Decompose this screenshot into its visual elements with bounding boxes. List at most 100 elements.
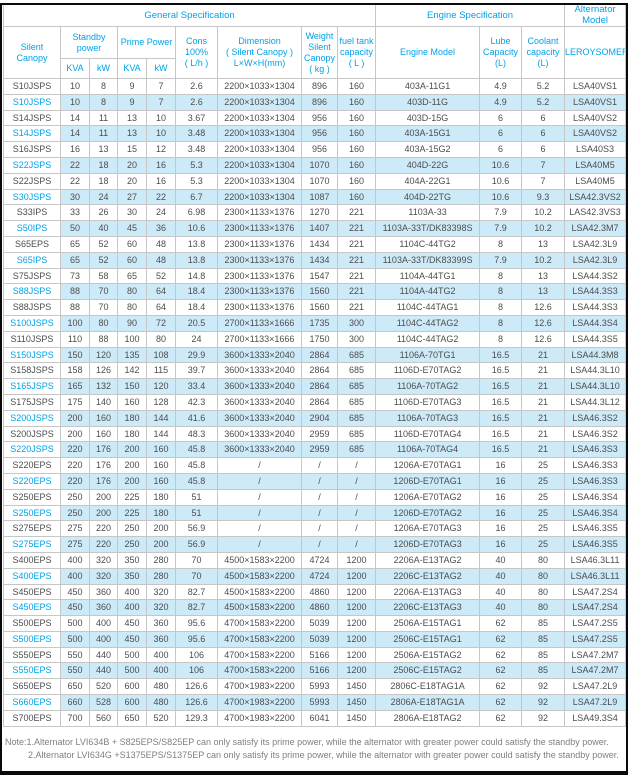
spec-cell: 5993 bbox=[301, 678, 338, 696]
table-row: S550EPS 550 440 500 400 106 4700×1583×2200 5166… bbox=[3, 646, 627, 664]
spec-cell: 21 bbox=[521, 441, 566, 459]
model-cell: S14JSPS bbox=[3, 109, 61, 127]
model-cell: S200JSPS bbox=[3, 409, 61, 427]
spec-cell: 350 bbox=[117, 551, 147, 569]
spec-cell: 48.3 bbox=[175, 425, 218, 443]
spec-cell: 64 bbox=[146, 283, 176, 301]
col-header-standby-power: Standby power bbox=[60, 26, 118, 59]
spec-cell: 7 bbox=[521, 156, 566, 174]
spec-cell: 8 bbox=[479, 235, 523, 253]
spec-cell: 48 bbox=[146, 235, 176, 253]
spec-cell: LSA49.3S4 bbox=[564, 709, 627, 727]
spec-cell: 2700×1133×1666 bbox=[217, 330, 302, 348]
table-row: S500EPS 500 400 450 360 95.6 4700×1583×2200 503… bbox=[3, 630, 627, 648]
spec-cell: LSA46.3S5 bbox=[564, 520, 627, 538]
spec-cell: 16 bbox=[479, 472, 523, 490]
spec-cell: 95.6 bbox=[175, 615, 218, 632]
col-header-weight: Weight Silent Canopy ( kg ) bbox=[301, 26, 338, 79]
model-cell: S200JSPS bbox=[3, 425, 61, 443]
spec-cell: 80 bbox=[117, 299, 147, 316]
col-header-leroysomer: LEROYSOMER bbox=[564, 26, 627, 79]
spec-cell: 132 bbox=[89, 378, 118, 395]
spec-cell: 64 bbox=[146, 299, 176, 316]
spec-cell: 88 bbox=[89, 330, 118, 348]
spec-cell: / bbox=[336, 536, 377, 553]
spec-cell: 160 bbox=[336, 172, 377, 190]
table-row: S500EPS 500 400 450 360 95.6 4700×1583×2200 503… bbox=[3, 615, 627, 632]
spec-cell: 220 bbox=[89, 536, 118, 553]
spec-cell: / bbox=[301, 488, 338, 506]
spec-cell: 3.48 bbox=[175, 125, 218, 143]
spec-cell: 360 bbox=[146, 615, 176, 632]
spec-cell: 70 bbox=[175, 551, 218, 569]
spec-cell: 956 bbox=[301, 141, 338, 158]
spec-cell: 80 bbox=[521, 583, 566, 601]
spec-cell: / bbox=[301, 536, 338, 553]
spec-cell: 1206A-E70TAG3 bbox=[375, 520, 481, 538]
spec-cell: 4860 bbox=[301, 583, 338, 601]
spec-cell: 440 bbox=[89, 662, 118, 680]
spec-cell: 18 bbox=[89, 156, 118, 174]
spec-cell: 16.5 bbox=[479, 409, 523, 427]
spec-cell: 6 bbox=[521, 125, 566, 143]
spec-cell: 2806A-E18TAG2 bbox=[375, 709, 481, 727]
spec-cell: 21 bbox=[521, 425, 566, 443]
spec-cell: 39.7 bbox=[175, 362, 218, 380]
spec-cell: 3600×1333×2040 bbox=[217, 441, 302, 459]
spec-cell: 1104A-44TG1 bbox=[375, 267, 481, 285]
spec-cell: 2904 bbox=[301, 409, 338, 427]
spec-cell: LSA40VS2 bbox=[564, 125, 627, 143]
spec-cell: 400 bbox=[89, 615, 118, 632]
model-cell: S88JSPS bbox=[3, 283, 61, 301]
spec-cell: 200 bbox=[60, 425, 90, 443]
spec-cell: 404D-22G bbox=[375, 156, 481, 174]
spec-cell: 225 bbox=[117, 488, 147, 506]
table-row: S65EPS 65 52 60 48 13.8 2300×1133×1376 1434 221 1… bbox=[3, 235, 627, 253]
model-cell: S30JSPS bbox=[3, 188, 61, 206]
spec-cell: 1103A-33T/DK83398S bbox=[375, 220, 481, 237]
model-cell: S220EPS bbox=[3, 472, 61, 490]
table-row: S220JSPS 220 176 200 160 45.8 3600×1333×2040 29… bbox=[3, 441, 627, 459]
spec-cell: 8 bbox=[479, 330, 523, 348]
spec-cell: LSA47.2S5 bbox=[564, 615, 627, 632]
spec-cell: 3600×1333×2040 bbox=[217, 393, 302, 411]
spec-cell: 2206A-E13TAG2 bbox=[375, 551, 481, 569]
spec-cell: 24 bbox=[89, 188, 118, 206]
spec-cell: LSA40VS1 bbox=[564, 78, 627, 95]
spec-cell: LSA44.3M8 bbox=[564, 346, 627, 364]
spec-cell: 400 bbox=[117, 599, 147, 617]
spec-cell: 24 bbox=[175, 330, 218, 348]
spec-cell: 160 bbox=[336, 188, 377, 206]
spec-cell: 85 bbox=[521, 630, 566, 648]
spec-cell: 550 bbox=[60, 646, 90, 664]
spec-cell: 21 bbox=[521, 393, 566, 411]
spec-cell: 20 bbox=[117, 172, 147, 190]
spec-cell: 200 bbox=[89, 488, 118, 506]
spec-cell: 85 bbox=[521, 615, 566, 632]
spec-cell: 360 bbox=[89, 599, 118, 617]
table-row: S150JSPS 150 120 135 108 29.9 3600×1333×2040 28… bbox=[3, 346, 627, 364]
spec-cell: 21 bbox=[521, 409, 566, 427]
spec-cell: 6 bbox=[521, 141, 566, 158]
spec-cell: 1104C-44TAG2 bbox=[375, 330, 481, 348]
spec-cell: 144 bbox=[146, 425, 176, 443]
spec-cell: 275 bbox=[60, 536, 90, 553]
spec-cell: 1206D-E70TAG1 bbox=[375, 472, 481, 490]
spec-cell: 52 bbox=[89, 251, 118, 269]
spec-cell: LSA46.3S3 bbox=[564, 457, 627, 474]
spec-cell: 60 bbox=[117, 251, 147, 269]
spec-cell: 685 bbox=[336, 393, 377, 411]
spec-cell: 250 bbox=[60, 504, 90, 522]
spec-cell: 95.6 bbox=[175, 630, 218, 648]
spec-cell: 4700×1983×2200 bbox=[217, 709, 302, 727]
spec-cell: 11 bbox=[89, 109, 118, 127]
spec-cell: 176 bbox=[89, 441, 118, 459]
spec-cell: 100 bbox=[117, 330, 147, 348]
spec-cell: 200 bbox=[117, 457, 147, 474]
spec-cell: 45.8 bbox=[175, 441, 218, 459]
spec-cell: LSA44.3L10 bbox=[564, 362, 627, 380]
spec-cell: 21 bbox=[521, 346, 566, 364]
spec-cell: 56.9 bbox=[175, 520, 218, 538]
spec-cell: 5.2 bbox=[521, 93, 566, 111]
spec-cell: 6 bbox=[521, 109, 566, 127]
